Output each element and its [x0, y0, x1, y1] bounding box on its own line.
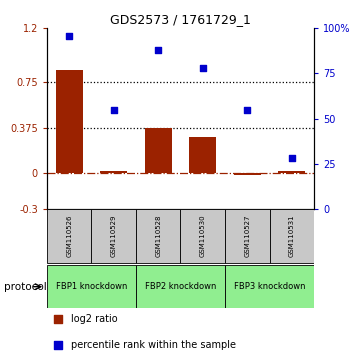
Text: GSM110528: GSM110528 — [155, 215, 161, 257]
Bar — [190, 137, 216, 173]
FancyBboxPatch shape — [136, 209, 180, 263]
Text: FBP2 knockdown: FBP2 knockdown — [145, 282, 216, 291]
Text: protocol: protocol — [4, 282, 46, 292]
FancyBboxPatch shape — [47, 266, 136, 308]
FancyBboxPatch shape — [225, 209, 270, 263]
Bar — [100, 171, 127, 173]
Text: percentile rank within the sample: percentile rank within the sample — [71, 340, 236, 350]
Bar — [56, 70, 83, 173]
FancyBboxPatch shape — [180, 209, 225, 263]
Bar — [234, 173, 261, 175]
Title: GDS2573 / 1761729_1: GDS2573 / 1761729_1 — [110, 13, 251, 26]
Text: log2 ratio: log2 ratio — [71, 314, 118, 325]
FancyBboxPatch shape — [225, 266, 314, 308]
Point — [244, 107, 250, 113]
Text: FBP3 knockdown: FBP3 knockdown — [234, 282, 305, 291]
Text: GSM110527: GSM110527 — [244, 215, 250, 257]
Point — [200, 65, 206, 71]
Point — [55, 316, 61, 322]
FancyBboxPatch shape — [91, 209, 136, 263]
Point — [111, 107, 117, 113]
Point — [66, 33, 72, 38]
Text: GSM110531: GSM110531 — [289, 215, 295, 257]
Text: GSM110526: GSM110526 — [66, 215, 72, 257]
Bar — [278, 171, 305, 173]
Text: GSM110530: GSM110530 — [200, 215, 206, 257]
Bar — [145, 127, 171, 173]
FancyBboxPatch shape — [136, 266, 225, 308]
Point — [55, 342, 61, 348]
FancyBboxPatch shape — [270, 209, 314, 263]
Point — [155, 47, 161, 53]
Text: GSM110529: GSM110529 — [111, 215, 117, 257]
FancyBboxPatch shape — [47, 209, 91, 263]
Text: FBP1 knockdown: FBP1 knockdown — [56, 282, 127, 291]
Point — [289, 155, 295, 161]
